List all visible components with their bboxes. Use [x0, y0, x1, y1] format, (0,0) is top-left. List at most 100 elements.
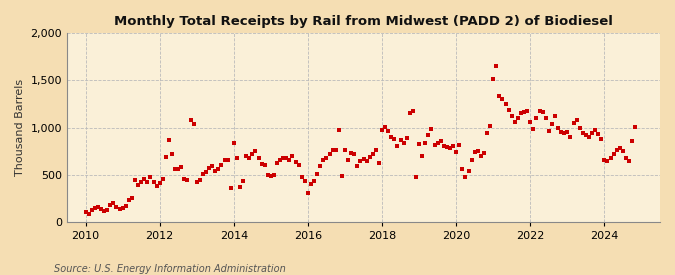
Point	[161, 155, 171, 159]
Point	[96, 207, 107, 212]
Point	[497, 97, 508, 101]
Point	[176, 165, 187, 169]
Point	[410, 175, 421, 180]
Text: Source: U.S. Energy Information Administration: Source: U.S. Energy Information Administ…	[54, 264, 286, 274]
Point	[290, 160, 301, 164]
Point	[142, 180, 153, 184]
Point	[343, 158, 354, 163]
Point	[124, 198, 134, 202]
Point	[235, 185, 246, 189]
Point	[420, 141, 431, 145]
Point	[383, 129, 394, 133]
Point	[580, 133, 591, 137]
Point	[485, 123, 495, 128]
Point	[232, 155, 242, 160]
Point	[188, 122, 199, 126]
Point	[278, 155, 289, 160]
Point	[358, 156, 369, 161]
Point	[469, 150, 480, 154]
Point	[89, 205, 100, 210]
Point	[148, 180, 159, 184]
Point	[429, 143, 440, 148]
Point	[367, 152, 378, 156]
Point	[587, 131, 597, 135]
Point	[537, 109, 548, 114]
Point	[408, 108, 418, 113]
Point	[448, 144, 458, 148]
Point	[500, 102, 511, 106]
Point	[296, 175, 307, 180]
Point	[99, 209, 109, 214]
Point	[423, 133, 434, 137]
Point	[105, 203, 115, 207]
Point	[479, 151, 489, 155]
Point	[531, 116, 542, 120]
Point	[620, 155, 631, 160]
Point	[306, 182, 317, 186]
Point	[522, 108, 533, 113]
Point	[117, 205, 128, 210]
Point	[126, 196, 137, 200]
Point	[182, 178, 193, 183]
Point	[416, 153, 427, 158]
Point	[435, 139, 446, 143]
Point	[516, 111, 526, 116]
Point	[482, 131, 493, 135]
Point	[200, 170, 211, 174]
Point	[571, 118, 582, 122]
Point	[293, 163, 304, 167]
Point	[574, 125, 585, 130]
Title: Monthly Total Receipts by Rail from Midwest (PADD 2) of Biodiesel: Monthly Total Receipts by Rail from Midw…	[114, 15, 613, 28]
Point	[540, 116, 551, 120]
Point	[398, 141, 409, 145]
Point	[618, 149, 628, 153]
Point	[612, 148, 622, 152]
Point	[318, 158, 329, 163]
Point	[250, 149, 261, 153]
Point	[556, 130, 566, 134]
Point	[547, 122, 558, 126]
Point	[265, 173, 276, 178]
Point	[269, 172, 279, 177]
Point	[584, 135, 595, 139]
Point	[302, 190, 313, 195]
Point	[451, 150, 462, 154]
Point	[194, 178, 205, 183]
Point	[92, 204, 103, 209]
Point	[518, 110, 529, 115]
Point	[377, 128, 387, 133]
Point	[395, 138, 406, 142]
Point	[364, 155, 375, 159]
Point	[472, 149, 483, 153]
Point	[528, 127, 539, 132]
Point	[590, 128, 601, 133]
Point	[287, 153, 298, 158]
Point	[361, 159, 372, 164]
Point	[491, 64, 502, 68]
Point	[439, 144, 450, 148]
Point	[565, 135, 576, 139]
Point	[263, 172, 273, 177]
Point	[308, 179, 319, 183]
Point	[191, 180, 202, 184]
Point	[494, 94, 505, 99]
Point	[488, 77, 499, 82]
Point	[337, 173, 348, 178]
Point	[275, 158, 286, 163]
Point	[219, 158, 230, 163]
Point	[460, 174, 471, 179]
Point	[340, 148, 350, 152]
Point	[330, 148, 341, 152]
Point	[630, 124, 641, 129]
Point	[426, 127, 437, 132]
Point	[543, 129, 554, 133]
Point	[300, 179, 310, 183]
Point	[352, 164, 362, 168]
Point	[157, 177, 168, 182]
Point	[130, 178, 140, 183]
Point	[228, 141, 239, 145]
Point	[627, 139, 638, 143]
Point	[624, 159, 634, 164]
Point	[207, 164, 217, 168]
Point	[185, 118, 196, 122]
